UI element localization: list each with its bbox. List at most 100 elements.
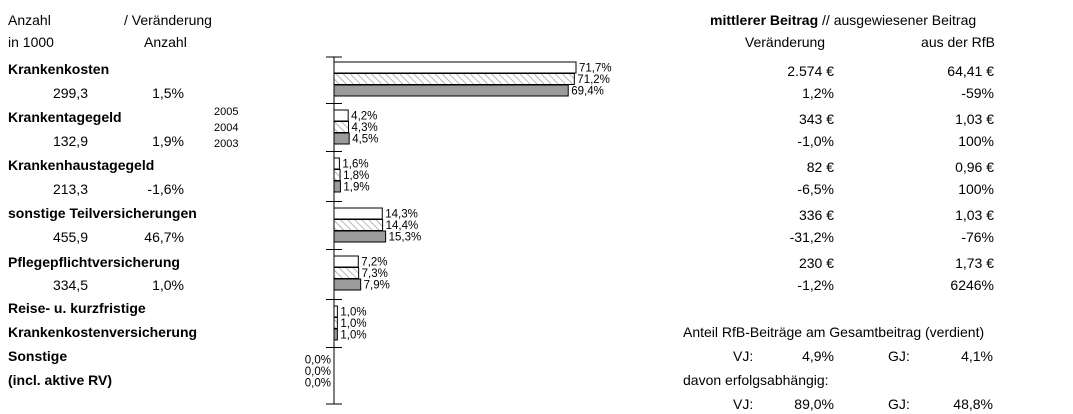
- bar-2004: [333, 73, 575, 85]
- anteil-vj2-value: 89,0%: [794, 396, 834, 412]
- bar-2003: [333, 230, 387, 243]
- bar-2005: [333, 207, 383, 220]
- category-name: Krankenkosten: [8, 61, 110, 77]
- veraenderung-beitrag: -6,5%: [797, 181, 834, 197]
- rfb-veraenderung: 6246%: [950, 277, 994, 293]
- legend-year: 2005: [214, 106, 239, 118]
- data-label: 1,0%: [340, 307, 366, 319]
- bar-2005: [333, 61, 577, 74]
- anteil-davon: davon erfolgsabhängig:: [683, 372, 829, 388]
- data-label: 4,5%: [352, 134, 378, 146]
- data-label: 71,2%: [577, 74, 610, 86]
- data-label: 69,4%: [571, 86, 604, 98]
- veraenderung-beitrag: -1,2%: [797, 277, 834, 293]
- data-label: 4,2%: [351, 111, 377, 123]
- data-label: 0,0%: [305, 355, 331, 367]
- anteil-vj2-label: VJ:: [733, 396, 754, 412]
- category-anzahl: 299,3: [52, 85, 88, 101]
- data-label: 0,0%: [305, 378, 331, 390]
- legend-year: 2004: [214, 122, 239, 134]
- anteil-vj-label: VJ:: [733, 348, 754, 364]
- bar-2003: [333, 278, 362, 291]
- right-header-title: mittlerer Beitrag // ausgewiesener Beitr…: [710, 12, 976, 28]
- header-anzahl-2: Anzahl: [144, 34, 187, 50]
- header-veraenderung: / Veränderung: [124, 12, 212, 28]
- category-veraenderung: 1,9%: [152, 133, 184, 149]
- rfb-veraenderung: 100%: [958, 181, 994, 197]
- rfb-beitrag: 0,96 €: [955, 159, 994, 175]
- data-label: 71,7%: [579, 63, 612, 75]
- bar-2004: [333, 267, 360, 279]
- veraenderung-beitrag: -31,2%: [789, 229, 834, 245]
- data-label: 15,3%: [389, 232, 422, 244]
- category-name: Krankentagegeld: [8, 109, 122, 125]
- header-in-1000: in 1000: [8, 34, 54, 50]
- anteil-gj2-label: GJ:: [888, 396, 910, 412]
- anteil-gj2-value: 48,8%: [953, 396, 993, 412]
- bar-2005: [333, 157, 340, 170]
- anteil-gj-value: 4,1%: [961, 348, 993, 364]
- category-anzahl: 334,5: [52, 277, 88, 293]
- bar-2003: [333, 328, 338, 341]
- right-header-rest: // ausgewiesener Beitrag: [822, 12, 977, 28]
- data-label: 0,0%: [305, 366, 331, 378]
- bar-2005: [333, 305, 338, 318]
- header-anzahl: Anzahl: [8, 12, 51, 28]
- bar-2004: [333, 317, 338, 329]
- category-name: Reise- u. kurzfristige: [8, 300, 146, 316]
- right-header-bold: mittlerer Beitrag: [710, 12, 819, 28]
- category-name: Krankenhaustagegeld: [8, 157, 155, 173]
- anteil-vj-value: 4,9%: [802, 348, 834, 364]
- category-veraenderung: 1,5%: [152, 85, 184, 101]
- mittlerer-beitrag: 2.574 €: [787, 63, 834, 79]
- data-label: 7,3%: [362, 268, 388, 280]
- data-label: 14,4%: [386, 220, 419, 232]
- bar-2003: [333, 180, 341, 193]
- data-label: 1,0%: [340, 318, 366, 330]
- data-label: 1,6%: [342, 159, 368, 171]
- rfb-beitrag: 1,73 €: [955, 255, 994, 271]
- data-label: 4,3%: [352, 122, 378, 134]
- veraenderung-beitrag: -1,0%: [797, 133, 834, 149]
- bar-2005: [333, 255, 359, 268]
- mittlerer-beitrag: 336 €: [798, 207, 834, 223]
- data-label: 1,0%: [340, 330, 366, 342]
- bar-2005: [333, 109, 349, 122]
- data-label: 1,9%: [343, 182, 369, 194]
- category-name: Krankenkostenversicherung: [8, 324, 198, 340]
- rfb-beitrag: 1,03 €: [955, 111, 994, 127]
- mittlerer-beitrag: 82 €: [806, 159, 834, 175]
- category-veraenderung: -1,6%: [147, 181, 184, 197]
- data-label: 7,9%: [364, 280, 390, 292]
- anteil-gj-label: GJ:: [888, 348, 910, 364]
- data-label: 14,3%: [385, 209, 418, 221]
- rfb-beitrag: 64,41 €: [947, 63, 994, 79]
- rfb-veraenderung: -76%: [961, 229, 994, 245]
- veraenderung-beitrag: 1,2%: [802, 85, 834, 101]
- mittlerer-beitrag: 343 €: [798, 111, 834, 127]
- bar-2004: [333, 219, 384, 231]
- category-veraenderung: 46,7%: [144, 229, 184, 245]
- right-header-col2: aus der RfB: [921, 34, 995, 50]
- bar-2003: [333, 132, 350, 145]
- rfb-beitrag: 1,03 €: [955, 207, 994, 223]
- anteil-title: Anteil RfB-Beiträge am Gesamtbeitrag (ve…: [683, 324, 985, 340]
- category-name: Sonstige: [8, 348, 68, 364]
- rfb-veraenderung: 100%: [958, 133, 994, 149]
- bar-2004: [333, 121, 350, 133]
- category-anzahl: 455,9: [52, 229, 88, 245]
- category-anzahl: 132,9: [52, 133, 88, 149]
- category-anzahl: 213,3: [52, 181, 88, 197]
- category-name: (incl. aktive RV): [8, 372, 113, 388]
- category-veraenderung: 1,0%: [152, 277, 184, 293]
- data-label: 1,8%: [343, 170, 369, 182]
- mittlerer-beitrag: 230 €: [798, 255, 834, 271]
- bar-2003: [333, 84, 569, 97]
- right-header-col1: Veränderung: [744, 34, 826, 50]
- data-label: 7,2%: [361, 257, 387, 269]
- category-name: Pflegepflichtversicherung: [8, 254, 180, 270]
- rfb-veraenderung: -59%: [961, 85, 994, 101]
- legend-year: 2003: [214, 138, 239, 150]
- category-name: sonstige Teilversicherungen: [8, 205, 197, 221]
